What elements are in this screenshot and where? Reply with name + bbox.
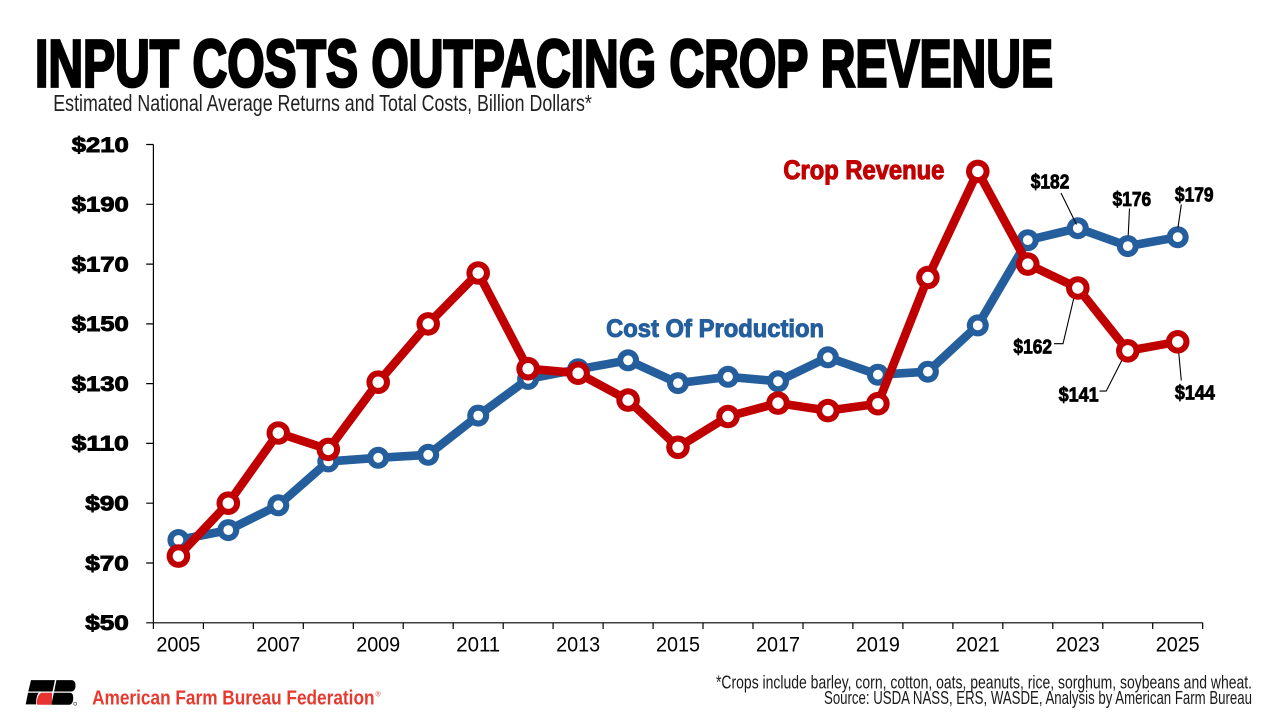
svg-text:$190: $190 [72,194,129,217]
svg-text:$144: $144 [1175,382,1215,405]
svg-text:$150: $150 [72,313,129,336]
svg-text:®: ® [376,691,382,699]
svg-text:$50: $50 [85,612,129,635]
svg-text:INPUT COSTS OUTPACING CROP REV: INPUT COSTS OUTPACING CROP REVENUE [35,26,1053,101]
svg-text:$90: $90 [85,493,129,516]
svg-text:$141: $141 [1059,383,1099,406]
svg-text:$70: $70 [85,552,129,575]
svg-text:$110: $110 [72,433,129,456]
svg-text:2021: 2021 [956,633,1000,656]
svg-text:Cost Of Production: Cost Of Production [606,316,824,343]
svg-text:$170: $170 [72,253,129,276]
svg-text:2023: 2023 [1056,633,1100,656]
svg-text:$162: $162 [1013,336,1052,359]
svg-text:$210: $210 [72,134,129,157]
svg-text:2013: 2013 [556,633,600,656]
svg-text:American Farm Bureau Federatio: American Farm Bureau Federation [92,688,374,710]
svg-text:Estimated National Average Ret: Estimated National Average Returns and T… [53,90,592,116]
svg-text:Source: USDA NASS, ERS, WASDE,: Source: USDA NASS, ERS, WASDE, Analysis … [824,688,1252,708]
svg-text:2005: 2005 [156,633,200,656]
svg-text:$176: $176 [1113,188,1152,211]
svg-text:Crop Revenue: Crop Revenue [783,155,944,185]
svg-text:$130: $130 [72,373,129,396]
svg-text:$182: $182 [1031,171,1070,194]
svg-text:2009: 2009 [356,633,400,656]
svg-text:2015: 2015 [656,633,700,656]
svg-text:2011: 2011 [456,633,500,656]
svg-text:2007: 2007 [256,633,300,656]
svg-text:2017: 2017 [756,633,800,656]
svg-text:2019: 2019 [856,633,900,656]
svg-text:$179: $179 [1175,184,1214,207]
svg-text:2025: 2025 [1156,633,1200,656]
svg-text:*Crops include barley, corn, c: *Crops include barley, corn, cotton, oat… [716,672,1252,692]
